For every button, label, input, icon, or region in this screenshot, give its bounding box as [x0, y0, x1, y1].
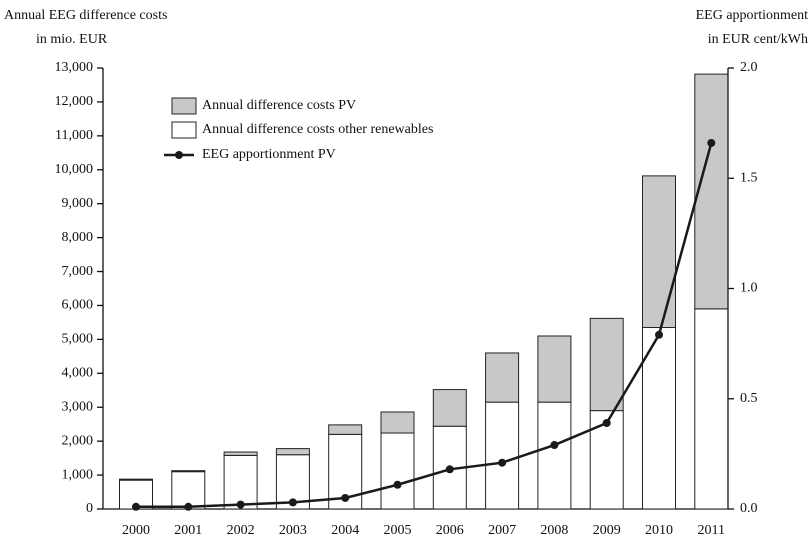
y-tick-label: 10,000 — [55, 162, 94, 177]
bar — [694, 308, 729, 510]
bar — [380, 411, 415, 434]
y-tick-label: 4,000 — [62, 366, 94, 381]
y-tick-label: 12,000 — [55, 94, 94, 109]
x-tick-label: 2011 — [698, 523, 725, 538]
bar — [485, 401, 520, 510]
y2-tick-label: 0.0 — [740, 501, 758, 516]
x-tick-label: 2005 — [384, 523, 412, 538]
line-marker — [393, 480, 402, 489]
line-marker — [341, 493, 350, 502]
line-marker — [184, 502, 193, 511]
y-tick-label: 7,000 — [62, 264, 94, 279]
x-tick-label: 2010 — [645, 523, 673, 538]
line-marker — [288, 498, 297, 507]
y-tick-label: 8,000 — [62, 230, 94, 245]
x-tick-label: 2008 — [540, 523, 568, 538]
bar — [223, 451, 258, 456]
bar — [119, 478, 153, 481]
y2-tick-label: 0.5 — [740, 391, 758, 406]
x-tick-label: 2006 — [436, 523, 464, 538]
x-tick-label: 2004 — [331, 523, 359, 538]
bar — [275, 448, 310, 456]
x-tick-label: 2000 — [122, 523, 150, 538]
bar — [485, 352, 520, 403]
y-tick-label: 9,000 — [62, 196, 94, 211]
bar — [537, 401, 572, 510]
bar — [642, 175, 676, 329]
y2-tick-label: 2.0 — [740, 60, 758, 75]
bar — [328, 424, 363, 435]
line-marker — [236, 500, 245, 509]
y2-axis-title: in EUR cent/kWh — [708, 32, 808, 47]
y-axis-title: Annual EEG difference costs — [4, 8, 167, 23]
y-axis-title: in mio. EUR — [36, 32, 108, 47]
y-tick-label: 5,000 — [62, 332, 94, 347]
legend-label: EEG apportionment PV — [202, 147, 336, 162]
y-tick-label: 2,000 — [62, 433, 94, 448]
bar — [432, 389, 467, 427]
y2-tick-label: 1.0 — [740, 281, 758, 296]
line-marker — [132, 502, 140, 511]
x-tick-label: 2007 — [488, 523, 516, 538]
bar — [589, 317, 624, 412]
line — [136, 142, 713, 509]
legend-swatch — [171, 121, 197, 139]
line-marker — [498, 458, 507, 467]
line-marker — [707, 138, 716, 147]
bar — [223, 454, 258, 510]
bar — [694, 73, 729, 310]
y-tick-label: 3,000 — [62, 399, 94, 414]
y2-axis-title: EEG apportionment — [696, 8, 808, 23]
y-tick-label: 1,000 — [62, 467, 94, 482]
y-tick-label: 13,000 — [55, 60, 94, 75]
x-tick-label: 2001 — [174, 523, 202, 538]
x-tick-label: 2009 — [593, 523, 621, 538]
y-tick-label: 11,000 — [55, 128, 93, 143]
x-tick-label: 2003 — [279, 523, 307, 538]
y-tick-label: 0 — [86, 501, 93, 516]
line-marker — [550, 441, 559, 450]
legend-swatch — [171, 97, 197, 115]
x-tick-label: 2002 — [227, 523, 255, 538]
bar — [537, 335, 572, 403]
line-marker — [655, 330, 663, 339]
line-marker — [445, 465, 454, 474]
y2-tick-label: 1.5 — [740, 170, 758, 185]
line-marker — [602, 419, 611, 428]
legend-marker — [175, 151, 183, 159]
bar — [171, 470, 206, 473]
y-tick-label: 6,000 — [62, 298, 94, 313]
legend-label: Annual difference costs other renewables — [202, 122, 433, 137]
legend-label: Annual difference costs PV — [202, 98, 356, 113]
bar — [380, 432, 415, 510]
